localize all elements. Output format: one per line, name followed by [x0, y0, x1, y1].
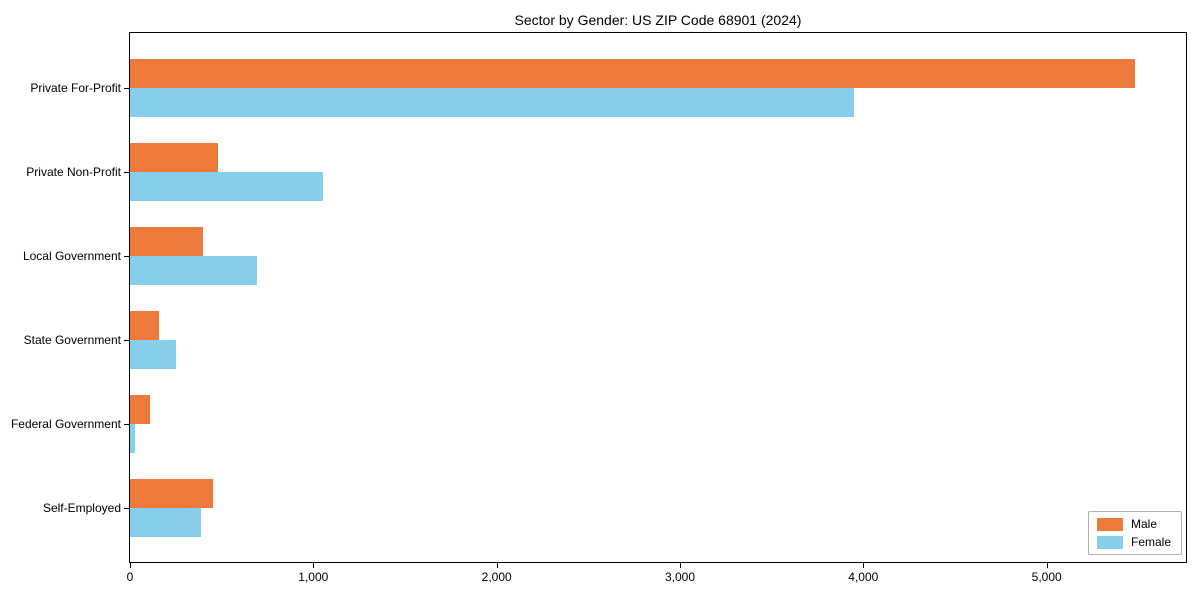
legend-entry-female: Female — [1096, 535, 1171, 549]
x-tick-label: 1,000 — [298, 570, 329, 584]
y-tick-label: Private For-Profit — [30, 81, 121, 95]
bar-male-2 — [130, 143, 218, 172]
x-tick-label: 0 — [126, 570, 134, 584]
bar-male-1 — [130, 59, 1135, 88]
bar-male-6 — [130, 479, 213, 508]
legend-swatch-male — [1096, 517, 1123, 531]
x-tick-mark — [1046, 563, 1048, 568]
x-tick-label: 5,000 — [1031, 570, 1062, 584]
bars-container — [130, 33, 1186, 562]
x-tick-mark — [680, 563, 681, 568]
x-tick-label: 3,000 — [664, 570, 696, 584]
y-tick-label: Federal Government — [10, 417, 121, 431]
y-tick-label: Local Government — [22, 249, 121, 263]
y-tick-mark — [124, 88, 129, 89]
legend-label-male: Male — [1130, 517, 1157, 531]
plot-area: Male Female — [129, 32, 1187, 563]
legend-label-female: Female — [1130, 535, 1171, 549]
bar-female-6 — [130, 508, 201, 537]
bar-male-4 — [130, 311, 160, 340]
x-tick-label: 2,000 — [481, 570, 512, 584]
y-tick-mark — [124, 172, 129, 173]
y-tick-mark — [124, 256, 129, 257]
legend-swatch-female — [1096, 535, 1123, 549]
bar-female-4 — [130, 340, 176, 369]
bar-female-2 — [130, 172, 324, 201]
bar-male-5 — [130, 395, 151, 424]
x-tick-mark — [863, 563, 865, 568]
y-tick-mark — [124, 424, 129, 425]
x-tick-mark — [496, 563, 498, 568]
legend: Male Female — [1087, 511, 1182, 555]
bar-female-5 — [130, 424, 135, 453]
x-tick-mark — [130, 563, 131, 568]
bar-female-1 — [130, 88, 855, 117]
x-tick-mark — [313, 563, 315, 568]
bar-female-3 — [130, 256, 258, 285]
y-tick-mark — [124, 508, 129, 509]
y-tick-mark — [124, 340, 129, 341]
bar-male-3 — [130, 227, 204, 256]
y-tick-label: Private Non-Profit — [26, 165, 121, 179]
chart-title: Sector by Gender: US ZIP Code 68901 (202… — [514, 12, 802, 28]
legend-entry-male: Male — [1096, 517, 1171, 531]
y-tick-label: State Government — [23, 333, 121, 347]
x-tick-label: 4,000 — [848, 570, 879, 584]
y-tick-label: Self-Employed — [42, 501, 121, 515]
